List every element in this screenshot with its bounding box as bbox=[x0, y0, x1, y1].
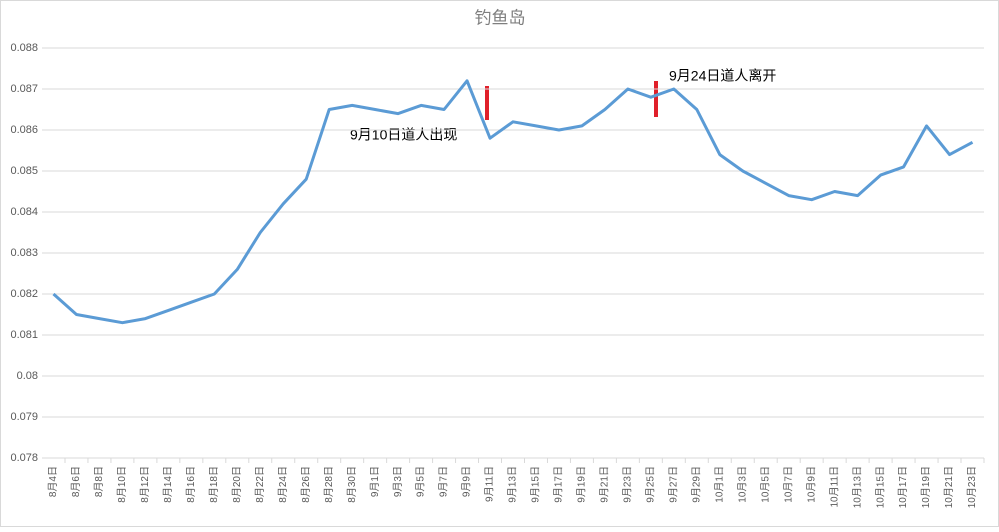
y-tick-label: 0.087 bbox=[10, 83, 38, 95]
x-tick-label: 9月9日 bbox=[461, 466, 473, 497]
annotation: 9月10日道人出现 bbox=[350, 127, 457, 143]
x-tick-label: 9月3日 bbox=[392, 466, 404, 497]
y-tick-label: 0.079 bbox=[10, 411, 38, 423]
x-tick-label: 9月29日 bbox=[690, 466, 702, 503]
x-tick-label: 9月13日 bbox=[507, 466, 519, 503]
x-tick-label: 8月28日 bbox=[323, 466, 335, 503]
x-tick-label: 8月20日 bbox=[231, 466, 243, 503]
x-tick-label: 9月17日 bbox=[553, 466, 565, 503]
x-tick-label: 9月19日 bbox=[576, 466, 588, 503]
x-tick-label: 9月27日 bbox=[667, 466, 679, 503]
x-tick-label: 9月5日 bbox=[415, 466, 427, 497]
x-tick-label: 8月12日 bbox=[139, 466, 151, 503]
x-tick-label: 9月11日 bbox=[484, 466, 496, 502]
y-tick-label: 0.085 bbox=[10, 165, 38, 177]
x-tick-label: 10月3日 bbox=[736, 466, 748, 503]
x-tick-label: 8月16日 bbox=[185, 466, 197, 503]
x-tick-label: 10月1日 bbox=[713, 466, 725, 503]
data-line bbox=[52, 79, 974, 325]
x-tick-label: 8月30日 bbox=[346, 466, 358, 503]
y-tick-label: 0.084 bbox=[10, 206, 38, 218]
x-tick-label: 8月6日 bbox=[70, 466, 82, 497]
x-tick-label: 8月8日 bbox=[93, 466, 105, 497]
y-tick-label: 0.078 bbox=[10, 452, 38, 464]
chart-title: 钓鱼岛 bbox=[475, 8, 526, 27]
x-tick-label: 8月22日 bbox=[254, 466, 266, 503]
x-tick-label: 9月7日 bbox=[438, 466, 450, 497]
y-tick-label: 0.08 bbox=[17, 370, 38, 382]
annotation: 9月24日道人离开 bbox=[669, 68, 776, 84]
x-tick-label: 8月18日 bbox=[208, 466, 220, 503]
y-tick-label: 0.082 bbox=[10, 288, 38, 300]
y-tick-label: 0.081 bbox=[10, 329, 38, 341]
x-tick-label: 10月15日 bbox=[874, 466, 886, 508]
x-tick-label: 9月23日 bbox=[622, 466, 634, 503]
x-tick-label: 10月13日 bbox=[851, 466, 863, 508]
x-tick-label: 10月21日 bbox=[943, 466, 955, 508]
y-tick-label: 0.088 bbox=[10, 42, 38, 54]
x-tick-label: 8月24日 bbox=[277, 466, 289, 503]
x-tick-label: 10月17日 bbox=[897, 466, 909, 508]
x-tick-label: 10月7日 bbox=[782, 466, 794, 503]
x-tick-label: 9月15日 bbox=[530, 466, 542, 503]
x-tick-label: 8月26日 bbox=[300, 466, 312, 503]
x-tick-label: 8月10日 bbox=[116, 466, 128, 503]
x-tick-label: 10月11日 bbox=[828, 466, 840, 508]
x-tick-label: 8月14日 bbox=[162, 466, 174, 503]
y-tick-label: 0.083 bbox=[10, 247, 38, 259]
x-tick-label: 8月4日 bbox=[47, 466, 59, 497]
x-tick-label: 9月21日 bbox=[599, 466, 611, 503]
x-tick-label: 10月5日 bbox=[759, 466, 771, 503]
x-tick-label: 9月1日 bbox=[369, 466, 381, 497]
x-tick-label: 10月19日 bbox=[920, 466, 932, 508]
x-tick-label: 10月9日 bbox=[805, 466, 817, 503]
x-tick-label: 10月23日 bbox=[966, 466, 978, 508]
x-tick-label: 9月25日 bbox=[644, 466, 656, 503]
y-tick-label: 0.086 bbox=[10, 124, 38, 136]
